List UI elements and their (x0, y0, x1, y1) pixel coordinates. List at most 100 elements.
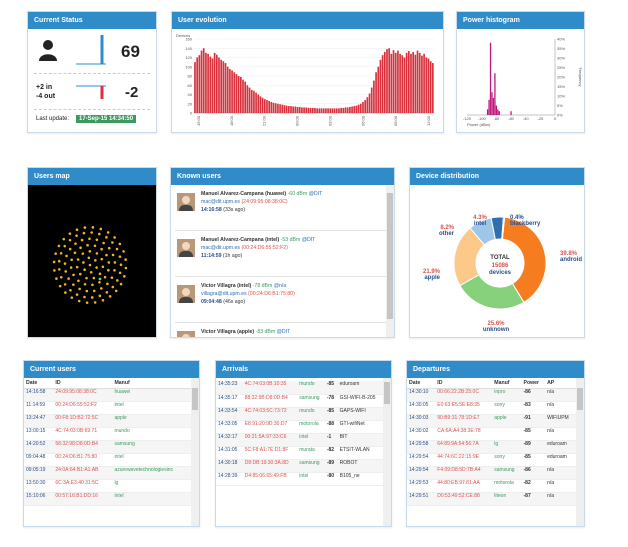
user-dot[interactable] (110, 276, 114, 279)
user-dot[interactable] (83, 268, 86, 272)
user-dot[interactable] (107, 246, 111, 250)
user-dot[interactable] (101, 265, 105, 269)
user-dot[interactable] (57, 259, 61, 263)
user-dot[interactable] (111, 241, 114, 244)
user-dot[interactable] (52, 260, 56, 264)
user-dot[interactable] (75, 265, 79, 269)
user-dot[interactable] (94, 258, 97, 262)
table-row[interactable]: 14:16:58 24:09:95:08:38:0C huawei (24, 388, 191, 402)
user-dot[interactable] (88, 250, 92, 253)
user-dot[interactable] (99, 227, 103, 231)
user-dot[interactable] (67, 277, 70, 280)
known-user-name[interactable]: Manuel Alvarez-Campana (intel) (201, 237, 281, 243)
user-dot[interactable] (106, 282, 109, 286)
user-dot[interactable] (54, 252, 57, 255)
known-user-email[interactable]: mac@dit.upm.es (201, 199, 242, 205)
user-dot[interactable] (83, 226, 87, 229)
known-user-name[interactable]: Victor Villagra (intel) (201, 283, 253, 289)
user-dot-highlight[interactable] (98, 277, 102, 281)
user-dot[interactable] (123, 275, 126, 278)
user-dot[interactable] (81, 252, 85, 255)
user-dot[interactable] (64, 291, 67, 294)
user-dot[interactable] (86, 243, 89, 247)
user-dot[interactable] (100, 257, 104, 261)
known-user-email[interactable]: villagra@dit.upm.es (201, 337, 248, 338)
table-row[interactable]: 14:32:17 00:21:5A:97:33:C6 intel -1 BIT (216, 433, 383, 447)
user-dot[interactable] (77, 299, 81, 303)
table-row[interactable]: 09:04:48 00:24:D6:B1:75:80 intel (24, 453, 191, 467)
user-dot[interactable] (101, 298, 105, 302)
user-dot[interactable] (98, 232, 101, 236)
user-dot[interactable] (111, 285, 115, 289)
table-row[interactable]: 14:30:18 D8:DB:19:30:3A:8D samsung -89 ROBOT (216, 459, 383, 473)
table-header-cell[interactable]: Date (407, 378, 436, 389)
user-dot[interactable] (113, 261, 117, 264)
user-dot[interactable] (79, 246, 82, 249)
user-dot[interactable] (77, 279, 80, 283)
user-dot[interactable] (80, 238, 84, 242)
table-row[interactable]: 14:30:02 CA:6A:A4:38:3E:78 -85 n/a (407, 427, 576, 441)
user-dot[interactable] (55, 277, 58, 280)
user-dot[interactable] (89, 270, 93, 274)
table-row[interactable]: 14:29:51 D0:53:49:52:CE:88 liteon -87 n/a (407, 492, 576, 506)
table-header-cell[interactable]: Power (521, 378, 546, 389)
table-header-cell[interactable]: Manuf (492, 378, 522, 389)
user-dot[interactable] (83, 282, 87, 286)
table-row[interactable]: 13:00:15 4C:74:03:0B:69:71 mundo (24, 427, 191, 441)
user-dot[interactable] (75, 293, 79, 296)
current-users-scrollbar[interactable] (191, 378, 199, 526)
table-row[interactable]: 14:33:05 E8:91:20:9D:30:D7 motorola -88 GTI-… (216, 420, 383, 434)
user-dot[interactable] (98, 294, 102, 298)
user-dot[interactable] (115, 247, 119, 251)
known-user-email[interactable]: villagra@dit.upm.es (201, 291, 249, 297)
known-user-name[interactable]: Victor Villagra (apple) (201, 329, 256, 335)
user-dot[interactable] (69, 266, 73, 269)
table-row[interactable]: 14:28:39 D4:85:06:65:49:FB intel -80 B105_ne (216, 472, 383, 486)
table-row[interactable]: 14:29:53 44:80:EB:97:81:AA motorola -82 n/a (407, 479, 576, 493)
user-dot[interactable] (68, 232, 72, 235)
current-users-scroll-thumb[interactable] (192, 388, 198, 410)
user-dot[interactable] (95, 266, 98, 269)
known-user-entry[interactable]: Manuel Alvarez-Campana (intel) -53 dBm @… (175, 233, 386, 277)
table-header-cell[interactable]: Date (24, 378, 54, 389)
user-dot[interactable] (57, 244, 61, 248)
user-dot[interactable] (105, 253, 108, 257)
table-row[interactable]: 13:50:30 6C:3A:E3:40:31:5C lg (24, 479, 191, 493)
user-dot[interactable] (119, 282, 123, 286)
known-user-email[interactable]: mac@dit.upm.es (201, 245, 242, 251)
user-dot[interactable] (91, 283, 94, 287)
user-dot[interactable] (102, 241, 105, 245)
user-dot[interactable] (107, 261, 111, 264)
pie-slice-android[interactable] (501, 216, 547, 304)
user-dot[interactable] (88, 263, 92, 267)
user-dot[interactable] (59, 251, 63, 255)
user-dot[interactable] (90, 296, 94, 299)
pie-slice-blackberry[interactable] (501, 216, 506, 240)
user-dot[interactable] (100, 247, 103, 251)
user-dot[interactable] (92, 289, 96, 293)
user-dot[interactable] (85, 276, 88, 280)
table-row[interactable]: 14:29:58 64:89:9A:54:56:7A lg -89 eduroam (407, 440, 576, 454)
user-dot[interactable] (72, 273, 75, 277)
user-dot[interactable] (114, 289, 118, 293)
user-dot[interactable] (74, 242, 77, 245)
known-user-entry[interactable]: Manuel Alvarez-Campana (huawei) -60 dBm … (175, 187, 386, 231)
arrivals-scroll-thumb[interactable] (384, 382, 390, 404)
arrivals-scrollbar[interactable] (383, 378, 391, 526)
user-dot[interactable] (113, 236, 116, 239)
users-map[interactable] (28, 185, 156, 338)
known-user-entry[interactable]: Victor Villagra (apple) -83 dBm @DITvill… (175, 325, 386, 338)
user-dot[interactable] (91, 226, 95, 229)
user-dot[interactable] (58, 284, 62, 288)
table-row[interactable]: 14:30:03 90:B9:31:78:1D:E7 apple -91 WIFIUPM (407, 414, 576, 428)
user-dot[interactable] (88, 237, 91, 241)
table-row[interactable]: 14:35:17 88:32:9B:D8:0D:B4 samsung -78 GSI-W… (216, 394, 383, 408)
user-dot[interactable] (103, 275, 107, 279)
user-dot[interactable] (105, 291, 109, 294)
table-row[interactable]: 14:35:23 4C:74:03:0B:10:35 mundo -85 eduroam (216, 381, 383, 395)
user-dot[interactable] (100, 287, 103, 290)
user-dot[interactable] (63, 262, 67, 265)
user-dot[interactable] (90, 231, 93, 234)
user-dot[interactable] (122, 250, 125, 253)
user-dot[interactable] (70, 296, 74, 299)
